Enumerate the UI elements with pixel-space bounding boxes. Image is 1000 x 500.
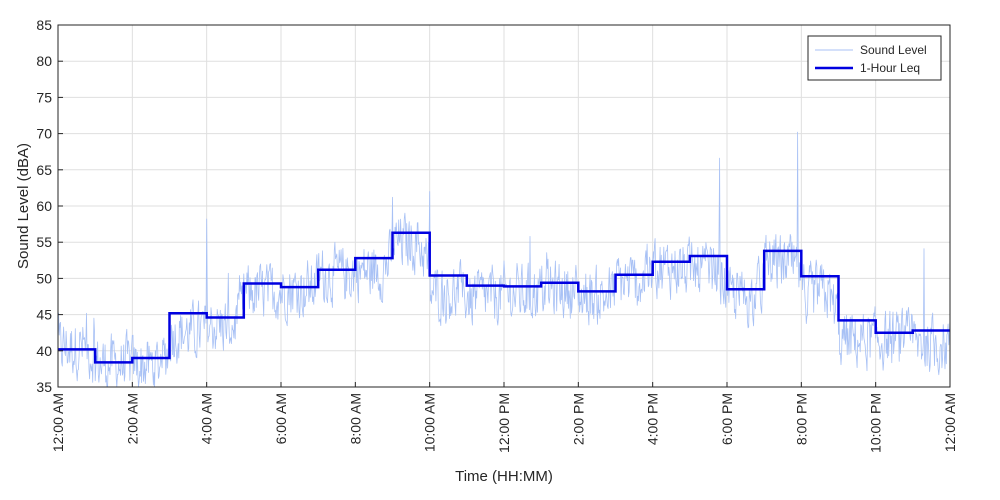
y-tick-label: 70 (36, 126, 52, 142)
x-tick-label: 4:00 AM (199, 393, 215, 444)
x-tick-label: 2:00 PM (570, 393, 586, 445)
y-axis-title: Sound Level (dBA) (15, 143, 32, 269)
y-tick-label: 40 (36, 343, 52, 359)
legend: Sound Level 1-Hour Leq (807, 35, 942, 81)
y-tick-label: 50 (36, 270, 52, 286)
x-tick-label: 8:00 PM (793, 393, 809, 445)
x-tick-label: 12:00 AM (50, 393, 66, 452)
y-tick-label: 75 (36, 89, 52, 105)
y-tick-label: 80 (36, 53, 52, 69)
x-tick-label: 2:00 AM (124, 393, 140, 444)
x-tick-label: 10:00 AM (422, 393, 438, 452)
legend-box (807, 35, 942, 81)
x-tick-label: 12:00 PM (496, 393, 512, 453)
x-tick-label: 4:00 PM (645, 393, 661, 445)
y-axis-ticks: 35 40 45 50 55 60 65 70 75 80 85 (36, 17, 63, 395)
x-tick-label: 6:00 AM (273, 393, 289, 444)
leq-step-line (58, 231, 950, 364)
y-tick-label: 45 (36, 307, 52, 323)
y-tick-label: 60 (36, 198, 52, 214)
x-tick-label: 12:00 AM (942, 393, 958, 452)
leq-series (58, 231, 950, 364)
x-tick-label: 10:00 PM (868, 393, 884, 453)
y-tick-label: 35 (36, 379, 52, 395)
x-axis-ticks: 12:00 AM 2:00 AM 4:00 AM 6:00 AM 8:00 AM 10:0… (50, 382, 958, 453)
y-tick-label: 65 (36, 162, 52, 178)
y-tick-label: 85 (36, 17, 52, 33)
x-tick-label: 6:00 PM (719, 393, 735, 445)
legend-label-leq: 1-Hour Leq (860, 61, 920, 75)
y-tick-label: 55 (36, 234, 52, 250)
x-tick-label: 8:00 AM (347, 393, 363, 444)
legend-label-sound-level: Sound Level (860, 43, 927, 57)
x-axis-title: Time (HH:MM) (455, 468, 553, 485)
